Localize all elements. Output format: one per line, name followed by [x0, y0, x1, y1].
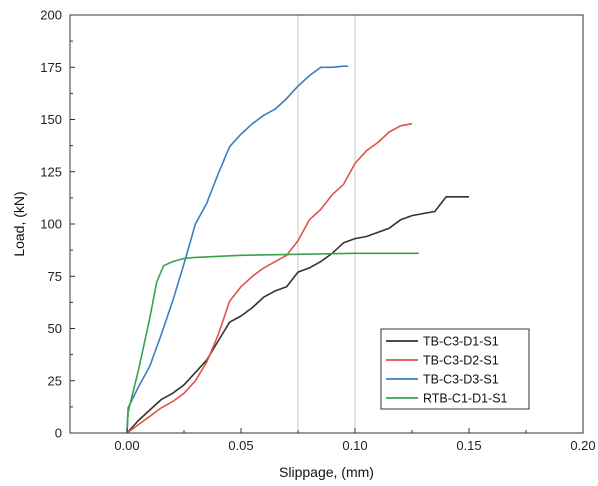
series-line-rtb-c1-d1-s1: [126, 252, 419, 434]
legend: TB-C3-D1-S1 TB-C3-D2-S1 TB-C3-D3-S1 RTB-C1-…: [380, 328, 530, 410]
x-tick-label: 0.20: [570, 438, 595, 453]
grid-layer: [297, 15, 356, 433]
x-tick-label: 0.15: [456, 438, 481, 453]
y-axis-title: Load, (kN): [11, 191, 27, 256]
series-layer: [126, 65, 469, 434]
legend-label: TB-C3-D3-S1: [423, 373, 499, 387]
x-axis-title: Slippage, (mm): [279, 464, 374, 480]
y-tick-label: 75: [48, 269, 62, 284]
x-tick-label: 0.05: [228, 438, 253, 453]
series-line-tb-c3-d2-s1: [126, 122, 413, 434]
y-tick-label: 25: [48, 373, 62, 388]
y-tick-label: 125: [40, 164, 62, 179]
x-tick-label: 0.10: [342, 438, 367, 453]
axes-layer: 0.00 0.05 0.10 0.15 0.20 0 25 50 75 100 125 150 175 2…: [40, 8, 595, 454]
y-tick-label: 200: [40, 8, 62, 23]
series-line-tb-c3-d1-s1: [126, 196, 469, 434]
y-tick-label: 50: [48, 321, 62, 336]
y-tick-label: 175: [40, 60, 62, 75]
legend-label: RTB-C1-D1-S1: [423, 392, 508, 406]
y-tick-label: 150: [40, 112, 62, 127]
legend-label: TB-C3-D1-S1: [423, 335, 499, 349]
legend-box: [380, 328, 530, 410]
legend-label: TB-C3-D2-S1: [423, 354, 499, 368]
y-tick-label: 100: [40, 217, 62, 232]
y-tick-label: 0: [55, 426, 62, 441]
x-tick-label: 0.00: [114, 438, 139, 453]
series-line-tb-c3-d3-s1: [126, 65, 349, 434]
